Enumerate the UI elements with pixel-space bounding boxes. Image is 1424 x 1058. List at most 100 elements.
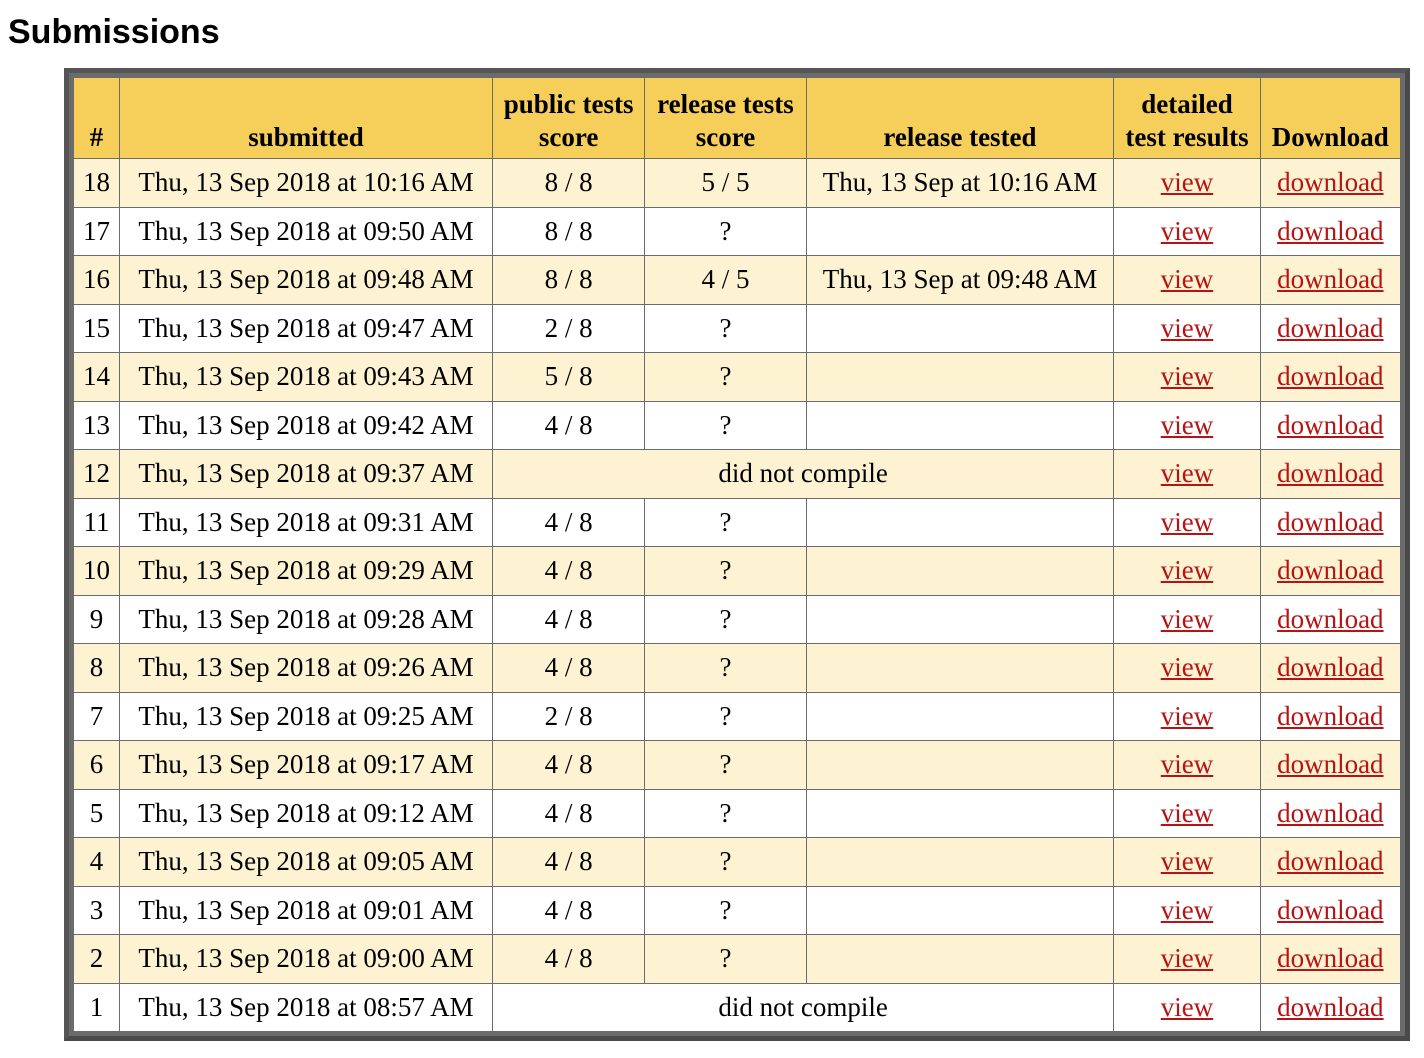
public-tests-score: 5 / 8 [491,352,646,402]
view-results-link[interactable]: view [1160,943,1214,974]
view-results-link[interactable]: view [1160,797,1214,828]
submitted-timestamp: Thu, 13 Sep 2018 at 09:47 AM [119,303,493,353]
download-link[interactable]: download [1277,991,1384,1022]
view-results-link[interactable]: view [1160,991,1214,1022]
download-link[interactable]: download [1277,700,1384,731]
release-tested-timestamp [805,934,1115,984]
download-link[interactable]: download [1277,894,1384,925]
download-cell: download [1259,982,1402,1032]
submission-number: 17 [72,206,121,256]
view-results-link[interactable]: view [1160,458,1214,489]
public-tests-score: 4 / 8 [491,885,646,935]
detailed-results-cell: view [1113,594,1261,644]
download-cell: download [1259,158,1402,208]
download-link[interactable]: download [1277,797,1384,828]
column-header-detailed-test-results-line1: detailed [1141,89,1233,119]
submission-number: 15 [72,303,121,353]
table-row: 17 Thu, 13 Sep 2018 at 09:50 AM 8 / 8? view… [72,206,1402,256]
download-cell: download [1259,691,1402,741]
public-tests-score: 4 / 8 [491,594,646,644]
table-row: 4 Thu, 13 Sep 2018 at 09:05 AM 4 / 8? view d… [72,837,1402,887]
release-tests-score: ? [644,740,807,790]
download-link[interactable]: download [1277,749,1384,780]
column-header-num: # [72,77,121,159]
view-results-link[interactable]: view [1160,603,1214,634]
public-tests-score: 4 / 8 [491,788,646,838]
table-row: 8 Thu, 13 Sep 2018 at 09:26 AM 4 / 8? view d… [72,643,1402,693]
download-link[interactable]: download [1277,312,1384,343]
table-row: 2 Thu, 13 Sep 2018 at 09:00 AM 4 / 8? view d… [72,934,1402,984]
submitted-timestamp: Thu, 13 Sep 2018 at 09:43 AM [119,352,493,402]
submitted-timestamp: Thu, 13 Sep 2018 at 09:48 AM [119,255,493,305]
public-tests-score: 4 / 8 [491,643,646,693]
view-results-link[interactable]: view [1160,894,1214,925]
submitted-timestamp: Thu, 13 Sep 2018 at 09:00 AM [119,934,493,984]
download-link[interactable]: download [1277,506,1384,537]
download-link[interactable]: download [1277,943,1384,974]
download-link[interactable]: download [1277,215,1384,246]
view-results-link[interactable]: view [1160,506,1214,537]
submitted-timestamp: Thu, 13 Sep 2018 at 08:57 AM [119,982,493,1032]
submission-number: 2 [72,934,121,984]
column-header-release-tests-score: release tests score [644,77,807,159]
release-tests-score: ? [644,837,807,887]
column-header-detailed-test-results-line2: test results [1125,122,1249,152]
public-tests-score: 8 / 8 [491,158,646,208]
release-tested-timestamp [805,206,1115,256]
detailed-results-cell: view [1113,885,1261,935]
public-tests-score: 4 / 8 [491,934,646,984]
detailed-results-cell: view [1113,788,1261,838]
submission-number: 5 [72,788,121,838]
download-link[interactable]: download [1277,409,1384,440]
submitted-timestamp: Thu, 13 Sep 2018 at 09:31 AM [119,497,493,547]
release-tests-score: ? [644,206,807,256]
submitted-timestamp: Thu, 13 Sep 2018 at 09:05 AM [119,837,493,887]
view-results-link[interactable]: view [1160,700,1214,731]
release-tests-score: ? [644,352,807,402]
view-results-link[interactable]: view [1160,555,1214,586]
release-tests-score: ? [644,546,807,596]
table-row: 6 Thu, 13 Sep 2018 at 09:17 AM 4 / 8? view d… [72,740,1402,790]
release-tested-timestamp [805,788,1115,838]
view-results-link[interactable]: view [1160,361,1214,392]
download-link[interactable]: download [1277,361,1384,392]
view-results-link[interactable]: view [1160,167,1214,198]
column-header-release-tested: release tested [805,77,1115,159]
public-tests-score: 2 / 8 [491,303,646,353]
download-link[interactable]: download [1277,652,1384,683]
download-cell: download [1259,400,1402,450]
view-results-link[interactable]: view [1160,312,1214,343]
submitted-timestamp: Thu, 13 Sep 2018 at 09:26 AM [119,643,493,693]
download-cell: download [1259,255,1402,305]
view-results-link[interactable]: view [1160,264,1214,295]
view-results-link[interactable]: view [1160,749,1214,780]
table-row: 3 Thu, 13 Sep 2018 at 09:01 AM 4 / 8? view d… [72,885,1402,935]
detailed-results-cell: view [1113,400,1261,450]
submission-number: 9 [72,594,121,644]
view-results-link[interactable]: view [1160,215,1214,246]
download-link[interactable]: download [1277,555,1384,586]
download-link[interactable]: download [1277,846,1384,877]
download-cell: download [1259,885,1402,935]
submission-number: 18 [72,158,121,208]
download-link[interactable]: download [1277,167,1384,198]
submission-number: 10 [72,546,121,596]
submission-number: 1 [72,982,121,1032]
table-row: 15 Thu, 13 Sep 2018 at 09:47 AM 2 / 8? view… [72,303,1402,353]
view-results-link[interactable]: view [1160,409,1214,440]
detailed-results-cell: view [1113,352,1261,402]
column-header-release-tests-score-line1: release tests [657,89,794,119]
release-tested-timestamp [805,546,1115,596]
column-header-detailed-test-results: detailed test results [1113,77,1261,159]
download-link[interactable]: download [1277,264,1384,295]
view-results-link[interactable]: view [1160,652,1214,683]
view-results-link[interactable]: view [1160,846,1214,877]
submission-number: 11 [72,497,121,547]
release-tests-score: ? [644,594,807,644]
download-link[interactable]: download [1277,603,1384,634]
download-link[interactable]: download [1277,458,1384,489]
release-tested-timestamp [805,885,1115,935]
table-row: 5 Thu, 13 Sep 2018 at 09:12 AM 4 / 8? view d… [72,788,1402,838]
download-cell: download [1259,837,1402,887]
